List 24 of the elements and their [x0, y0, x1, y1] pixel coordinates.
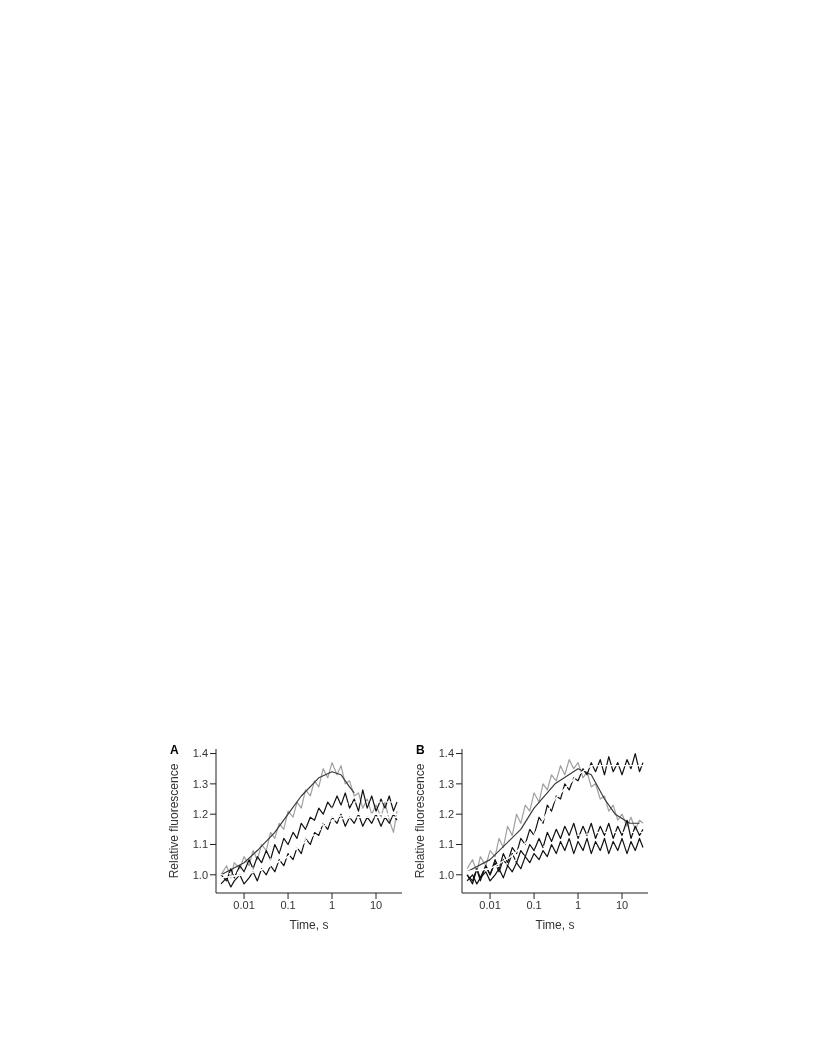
y-tick-label: 1.2	[192, 808, 208, 821]
x-axis-title: Time, s	[535, 918, 575, 932]
y-tick-label: 1.4	[192, 747, 208, 760]
y-axis-title: Relative fluorescence	[167, 763, 182, 879]
y-tick-label: 1.1	[438, 838, 454, 851]
x-tick-label: 1	[574, 898, 582, 911]
x-tick-label: 10	[369, 898, 383, 911]
chart-title: A	[170, 743, 179, 757]
x-tick-label: 1	[328, 898, 336, 911]
y-tick-label: 1.0	[192, 868, 208, 881]
y-tick-label: 1.0	[438, 868, 454, 881]
y-tick-label: 1.1	[192, 838, 208, 851]
x-tick-label: 0.01	[233, 898, 255, 911]
x-tick-label: 0.1	[280, 898, 296, 911]
x-tick-label: 0.01	[479, 898, 501, 911]
y-tick-label: 1.3	[192, 777, 208, 790]
x-tick-label: 0.1	[526, 898, 542, 911]
y-tick-label: 1.2	[438, 808, 454, 821]
y-axis-title: Relative fluorescence	[413, 763, 428, 879]
x-axis-title: Time, s	[289, 918, 329, 932]
chart-title: B	[416, 743, 425, 757]
x-tick-label: 10	[615, 898, 629, 911]
y-tick-label: 1.4	[438, 747, 454, 760]
y-tick-label: 1.3	[438, 777, 454, 790]
